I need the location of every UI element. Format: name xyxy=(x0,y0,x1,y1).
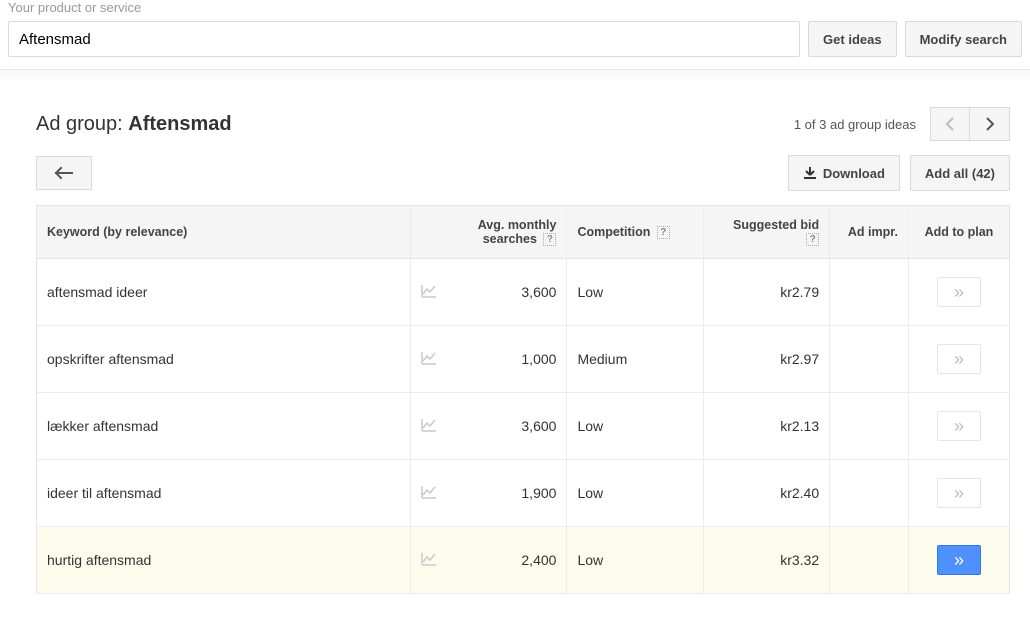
cell-searches: 3,600 xyxy=(410,259,567,326)
th-searches[interactable]: Avg. monthly searches ? xyxy=(410,206,567,259)
searches-value: 2,400 xyxy=(521,552,556,568)
th-bid[interactable]: Suggested bid ? xyxy=(703,206,829,259)
cell-keyword[interactable]: opskrifter aftensmad xyxy=(37,326,411,393)
download-label: Download xyxy=(823,166,885,181)
th-plan: Add to plan xyxy=(908,206,1009,259)
cell-competition: Medium xyxy=(567,326,703,393)
chevron-left-icon xyxy=(945,117,955,131)
cell-keyword[interactable]: aftensmad ideer xyxy=(37,259,411,326)
table-row: lækker aftensmad 3,600 Lowkr2.13 » xyxy=(37,393,1010,460)
help-icon[interactable]: ? xyxy=(806,233,819,246)
add-to-plan-button[interactable]: » xyxy=(937,344,981,374)
searches-value: 3,600 xyxy=(521,284,556,300)
back-button[interactable] xyxy=(36,156,92,190)
searches-value: 3,600 xyxy=(521,418,556,434)
cell-impr xyxy=(830,259,909,326)
chart-icon[interactable] xyxy=(421,284,437,301)
th-competition[interactable]: Competition ? xyxy=(567,206,703,259)
cell-impr xyxy=(830,326,909,393)
cell-plan: » xyxy=(908,460,1009,527)
help-icon[interactable]: ? xyxy=(657,226,670,239)
help-icon[interactable]: ? xyxy=(543,233,556,246)
cell-searches: 1,000 xyxy=(410,326,567,393)
add-to-plan-button[interactable]: » xyxy=(937,545,981,575)
table-row: aftensmad ideer 3,600 Lowkr2.79 » xyxy=(37,259,1010,326)
cell-impr xyxy=(830,460,909,527)
cell-plan: » xyxy=(908,259,1009,326)
searches-value: 1,000 xyxy=(521,351,556,367)
cell-impr xyxy=(830,527,909,594)
searches-value: 1,900 xyxy=(521,485,556,501)
cell-competition: Low xyxy=(567,393,703,460)
th-impr[interactable]: Ad impr. xyxy=(830,206,909,259)
chart-icon[interactable] xyxy=(421,485,437,502)
table-row: opskrifter aftensmad 1,000 Mediumkr2.97 » xyxy=(37,326,1010,393)
cell-competition: Low xyxy=(567,460,703,527)
cell-searches: 2,400 xyxy=(410,527,567,594)
th-competition-label: Competition xyxy=(577,225,650,239)
cell-competition: Low xyxy=(567,259,703,326)
product-search-input[interactable] xyxy=(8,21,800,57)
cell-keyword[interactable]: hurtig aftensmad xyxy=(37,527,411,594)
cell-bid: kr2.13 xyxy=(703,393,829,460)
ad-group-prefix: Ad group: xyxy=(36,113,128,135)
cell-keyword[interactable]: lækker aftensmad xyxy=(37,393,411,460)
pager-next-button[interactable] xyxy=(970,107,1010,141)
add-all-button[interactable]: Add all (42) xyxy=(910,155,1010,191)
th-keyword[interactable]: Keyword (by relevance) xyxy=(37,206,411,259)
chart-icon[interactable] xyxy=(421,351,437,368)
search-label: Your product or service xyxy=(8,0,1022,15)
modify-search-button[interactable]: Modify search xyxy=(905,21,1022,57)
ad-group-name: Aftensmad xyxy=(128,113,231,135)
cell-searches: 1,900 xyxy=(410,460,567,527)
keyword-table: Keyword (by relevance) Avg. monthly sear… xyxy=(36,205,1010,594)
cell-impr xyxy=(830,393,909,460)
get-ideas-button[interactable]: Get ideas xyxy=(808,21,897,57)
pager-text: 1 of 3 ad group ideas xyxy=(794,117,916,132)
chevron-right-icon xyxy=(985,117,995,131)
add-to-plan-button[interactable]: » xyxy=(937,411,981,441)
section-divider xyxy=(0,69,1030,79)
chart-icon[interactable] xyxy=(421,552,437,569)
ad-group-title: Ad group: Aftensmad xyxy=(36,113,232,136)
cell-plan: » xyxy=(908,527,1009,594)
cell-bid: kr2.97 xyxy=(703,326,829,393)
cell-bid: kr2.79 xyxy=(703,259,829,326)
table-row: ideer til aftensmad 1,900 Lowkr2.40 » xyxy=(37,460,1010,527)
cell-keyword[interactable]: ideer til aftensmad xyxy=(37,460,411,527)
cell-competition: Low xyxy=(567,527,703,594)
add-to-plan-button[interactable]: » xyxy=(937,277,981,307)
cell-plan: » xyxy=(908,326,1009,393)
back-arrow-icon xyxy=(53,166,75,180)
add-to-plan-button[interactable]: » xyxy=(937,478,981,508)
chart-icon[interactable] xyxy=(421,418,437,435)
download-button[interactable]: Download xyxy=(788,155,900,191)
cell-plan: » xyxy=(908,393,1009,460)
cell-searches: 3,600 xyxy=(410,393,567,460)
pager-prev-button[interactable] xyxy=(930,107,970,141)
th-bid-label: Suggested bid xyxy=(733,218,819,232)
table-row: hurtig aftensmad 2,400 Lowkr3.32 » xyxy=(37,527,1010,594)
cell-bid: kr2.40 xyxy=(703,460,829,527)
cell-bid: kr3.32 xyxy=(703,527,829,594)
download-icon xyxy=(803,166,817,180)
